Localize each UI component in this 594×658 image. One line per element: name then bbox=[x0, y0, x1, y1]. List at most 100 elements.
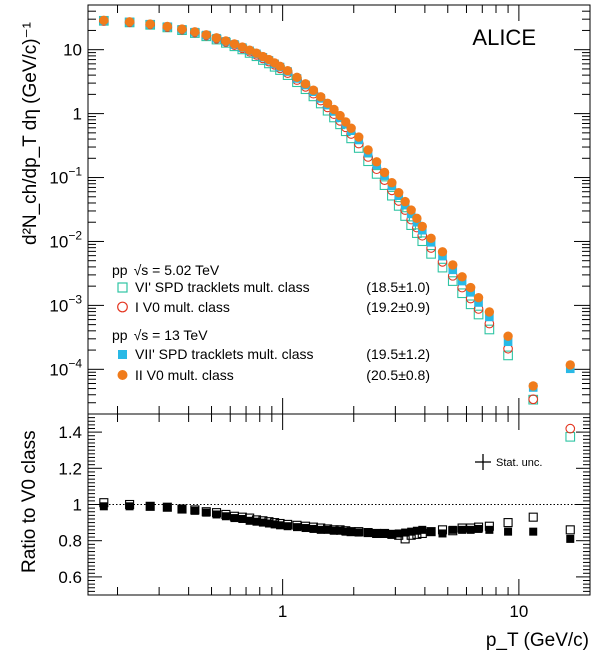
spectra-point-3-34 bbox=[406, 205, 416, 215]
spectra-point-3-17 bbox=[282, 65, 293, 76]
spectra-point-3-19 bbox=[300, 79, 311, 89]
ratio-point-1-25 bbox=[341, 527, 350, 536]
spectra-markers bbox=[98, 15, 576, 442]
ratio-point-1-9 bbox=[230, 514, 239, 523]
spectra-point-3-36 bbox=[417, 221, 427, 232]
spectra-point-3-2 bbox=[145, 19, 155, 29]
spectra-point-3-24 bbox=[335, 110, 345, 121]
legend-label-v0-502: I V0 mult. class bbox=[135, 299, 230, 315]
ratio-point-1-22 bbox=[323, 525, 332, 534]
ratio-point-1-6 bbox=[202, 508, 211, 517]
ratio-point-1-8 bbox=[221, 512, 230, 521]
y-tick-label: 1 bbox=[73, 496, 82, 515]
spectra-point-3-20 bbox=[308, 85, 319, 95]
spectra-point-2-41 bbox=[466, 288, 475, 297]
legend-header-502: pp √s = 5.02 TeV bbox=[112, 262, 220, 278]
spectra-point-3-33 bbox=[400, 196, 410, 207]
experiment-label: ALICE bbox=[472, 25, 536, 50]
spectra-point-2-43 bbox=[485, 312, 494, 322]
spectra-point-0-39 bbox=[447, 276, 458, 286]
spectra-point-3-37 bbox=[426, 233, 436, 244]
x-tick-labels: 1 10 bbox=[278, 602, 528, 621]
ratio-axis-ticks bbox=[88, 413, 591, 596]
spectra-point-3-1 bbox=[124, 17, 135, 27]
ratio-point-1-15 bbox=[270, 520, 279, 529]
spectra-point-2-44 bbox=[503, 337, 513, 347]
legend-value-v0-502: (19.2±0.9) bbox=[366, 299, 430, 315]
ratio-point-0-45 bbox=[528, 512, 538, 522]
legend-marker-open-square bbox=[117, 282, 128, 293]
spectra-point-0-37 bbox=[426, 249, 436, 259]
y-tick-label: 10−4 bbox=[49, 356, 82, 379]
spectra-point-3-8 bbox=[221, 36, 231, 46]
ratio-point-1-42 bbox=[474, 524, 483, 533]
spectra-point-3-40 bbox=[457, 272, 467, 282]
y-tick-label: 10−2 bbox=[49, 228, 82, 251]
ratio-point-1-33 bbox=[401, 528, 410, 537]
spectra-point-3-25 bbox=[341, 117, 351, 127]
spectra-point-3-38 bbox=[437, 247, 448, 257]
y-tick-label: 10−3 bbox=[49, 292, 82, 315]
spectra-point-3-29 bbox=[371, 157, 382, 167]
spectra-point-3-10 bbox=[237, 42, 248, 52]
spectra-point-3-28 bbox=[363, 145, 373, 155]
spectra-point-3-23 bbox=[329, 104, 339, 115]
ratio-point-1-12 bbox=[252, 517, 261, 526]
spectra-point-3-30 bbox=[379, 167, 390, 178]
ratio-point-0-46 bbox=[565, 525, 575, 535]
x-tick-label: 10 bbox=[509, 602, 528, 621]
spectra-y-axis-title: d²N_ch/dp_T dη (GeV/c)⁻¹ bbox=[20, 22, 41, 245]
spectra-point-0-42 bbox=[473, 309, 484, 320]
spectra-point-3-16 bbox=[275, 61, 285, 71]
spectra-point-3-22 bbox=[322, 98, 333, 108]
ratio-point-1-23 bbox=[330, 526, 339, 535]
legend-label-spd-502: VI' SPD tracklets mult. class bbox=[135, 279, 310, 295]
y-tick-label: 0.8 bbox=[58, 532, 82, 551]
ratio-point-1-45 bbox=[529, 527, 538, 536]
spectra-point-3-18 bbox=[292, 72, 302, 82]
legend-value-v0-13: (20.5±0.8) bbox=[366, 367, 430, 383]
legend-marker-filled-square bbox=[118, 350, 127, 359]
ratio-point-1-37 bbox=[427, 527, 436, 536]
y-tick-label: 0.6 bbox=[58, 568, 82, 587]
spectra-point-3-0 bbox=[99, 15, 109, 26]
spectra-point-3-27 bbox=[354, 132, 364, 142]
spectra-point-3-7 bbox=[211, 33, 222, 43]
ratio-point-1-21 bbox=[316, 525, 325, 534]
ratio-y-axis-title: Ratio to V0 class bbox=[19, 430, 40, 573]
x-tick-label: 1 bbox=[278, 602, 287, 621]
ratio-point-1-36 bbox=[418, 525, 427, 534]
ratio-point-0-44 bbox=[503, 518, 513, 528]
ratio-point-1-39 bbox=[448, 525, 457, 534]
ratio-point-1-2 bbox=[146, 502, 155, 511]
spectra-point-0-36 bbox=[417, 236, 428, 247]
legend-marker-open-circle bbox=[117, 301, 128, 313]
ratio-y-tick-labels: 0.6 0.8 1 1.2 1.4 bbox=[58, 423, 82, 587]
ratio-point-1-28 bbox=[364, 528, 373, 537]
spectra-point-3-43 bbox=[484, 307, 495, 317]
spectra-point-3-39 bbox=[448, 260, 458, 270]
y-tick-label: 1.4 bbox=[58, 423, 82, 442]
ratio-point-1-44 bbox=[504, 527, 513, 536]
spectra-point-3-31 bbox=[387, 178, 397, 188]
spectra-axis-ticks bbox=[88, 4, 591, 415]
ratio-point-1-43 bbox=[485, 525, 494, 534]
spectra-point-0-46 bbox=[565, 431, 576, 442]
ratio-point-1-11 bbox=[245, 516, 254, 525]
ratio-point-1-14 bbox=[264, 519, 273, 528]
spectra-point-1-45 bbox=[528, 394, 539, 405]
spectra-point-1-46 bbox=[565, 423, 576, 434]
ratio-point-1-29 bbox=[372, 529, 381, 538]
spectra-point-3-21 bbox=[316, 92, 326, 102]
legend-value-spd-502: (18.5±1.0) bbox=[366, 279, 430, 295]
ratio-point-1-40 bbox=[458, 525, 467, 534]
spectra-point-3-4 bbox=[177, 24, 187, 34]
legend-label-v0-13: II V0 mult. class bbox=[135, 367, 234, 383]
spectra-point-2-39 bbox=[448, 265, 458, 275]
legend: pp √s = 5.02 TeV VI' SPD tracklets mult. … bbox=[112, 262, 430, 383]
ratio-point-1-10 bbox=[238, 514, 247, 523]
ratio-point-1-20 bbox=[309, 524, 318, 533]
spectra-point-3-32 bbox=[394, 187, 404, 198]
ratio-point-1-19 bbox=[301, 524, 310, 533]
spectra-point-0-44 bbox=[503, 350, 513, 361]
